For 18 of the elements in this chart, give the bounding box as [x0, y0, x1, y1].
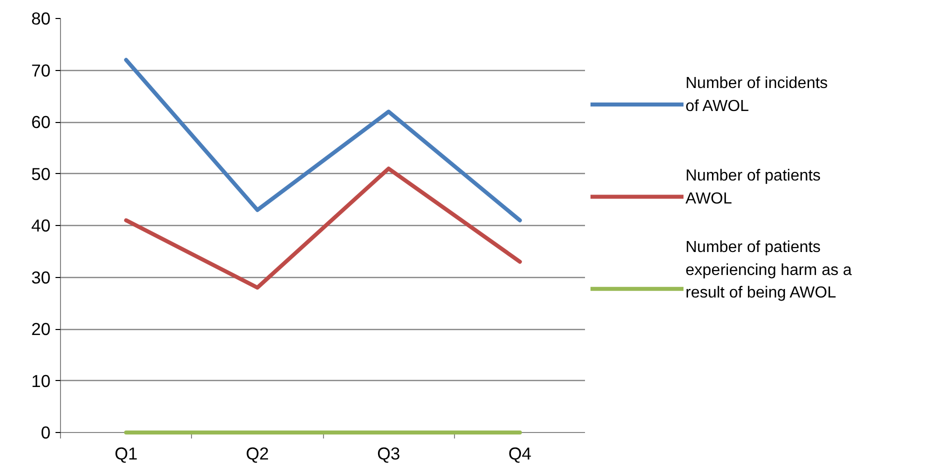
y-tick-label: 20: [31, 319, 51, 339]
line-series: [124, 58, 522, 222]
text: Number of patients AWOL: [686, 167, 821, 208]
x-tick-label: Q4: [508, 444, 532, 464]
x-tick-label: Q1: [114, 444, 138, 464]
y-tick-label: 0: [40, 422, 51, 442]
x-tick-label: Q2: [246, 444, 269, 464]
line-series: [124, 166, 522, 290]
y-tick-label: 70: [31, 60, 51, 80]
y-tick-label: 80: [31, 8, 51, 28]
text: Number of incidents of AWOL: [686, 75, 828, 116]
x-tick-label: Q3: [377, 444, 400, 464]
y-tick-label: 40: [31, 216, 51, 236]
y-tick-label: 30: [31, 267, 51, 288]
text: Number of patients experiencing harm as a result of being AWOL: [686, 238, 852, 302]
y-tick-label: 50: [31, 164, 51, 184]
y-tick-label: 10: [31, 370, 51, 391]
y-tick-label: 60: [31, 112, 51, 132]
